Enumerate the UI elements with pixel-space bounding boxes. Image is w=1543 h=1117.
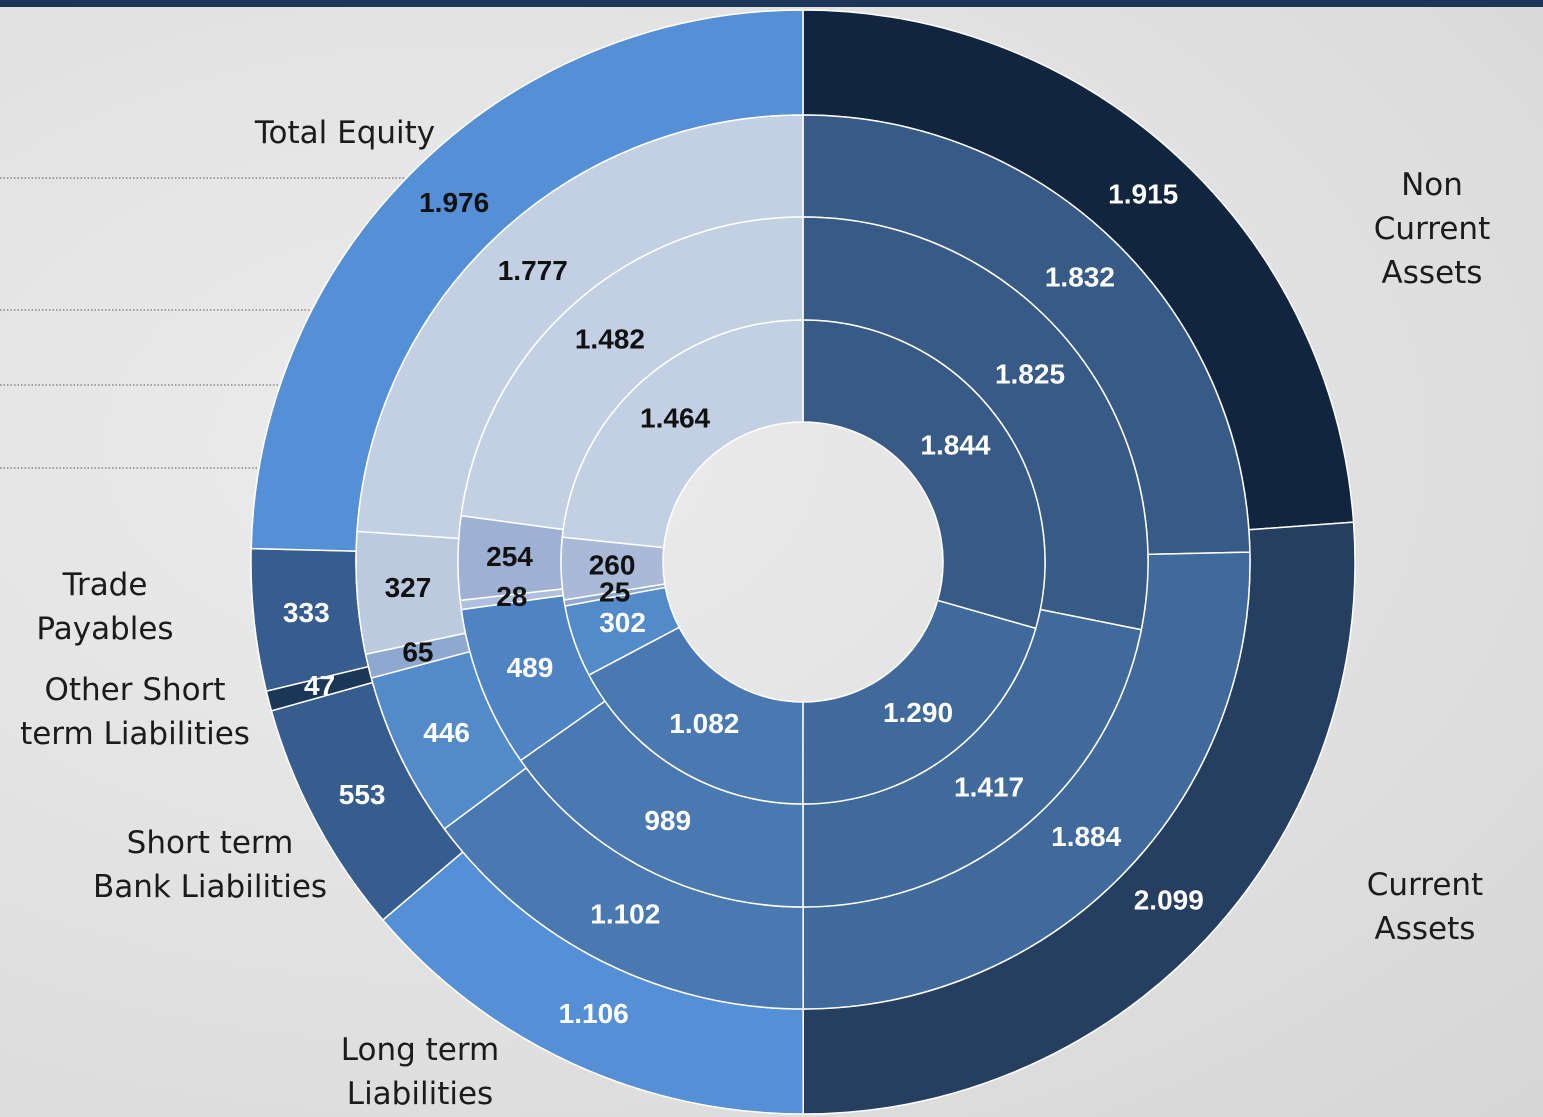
category-label: Trade Payables [36, 567, 174, 647]
data-label: 65 [402, 637, 433, 668]
category-label: Long term Liabilities [340, 1032, 500, 1112]
data-label: 327 [385, 572, 432, 603]
category-label: Other Short term Liabilities [20, 672, 250, 752]
data-label: 1.102 [590, 898, 660, 929]
category-label: Short term Bank Liabilities [92, 825, 328, 905]
data-label: 28 [496, 581, 527, 612]
data-label: 1.106 [559, 998, 629, 1029]
data-label: 260 [589, 550, 636, 581]
data-label: 1.825 [995, 358, 1065, 389]
category-label: Non Current Assets [1373, 167, 1491, 291]
data-label: 25 [599, 577, 630, 608]
data-label: 47 [304, 670, 335, 701]
data-label: 2.099 [1134, 885, 1204, 916]
data-label: 1.832 [1045, 261, 1115, 292]
data-label: 1.417 [954, 771, 1024, 802]
data-label: 1.884 [1051, 821, 1121, 852]
data-label: 254 [486, 541, 533, 572]
donut-segment [802, 319, 1046, 630]
data-label: 333 [283, 597, 330, 628]
category-label: Total Equity [254, 115, 436, 151]
data-label: 1.082 [669, 708, 739, 739]
data-label: 1.976 [419, 187, 489, 218]
data-label: 1.777 [498, 255, 568, 286]
data-label: 553 [339, 779, 386, 810]
data-label: 1.290 [883, 697, 953, 728]
data-label: 446 [423, 717, 470, 748]
data-label: 1.482 [575, 323, 645, 354]
data-label: 302 [599, 607, 646, 638]
top-bar [0, 0, 1543, 7]
data-label: 1.844 [920, 429, 990, 460]
donut-segment [587, 626, 804, 805]
donut-segment [561, 319, 804, 549]
donut-segment [802, 599, 1037, 805]
data-label: 489 [507, 652, 554, 683]
category-label: Current Assets [1366, 867, 1484, 947]
data-label: 989 [644, 805, 691, 836]
data-label: 1.464 [640, 403, 710, 434]
data-label: 1.915 [1108, 179, 1178, 210]
